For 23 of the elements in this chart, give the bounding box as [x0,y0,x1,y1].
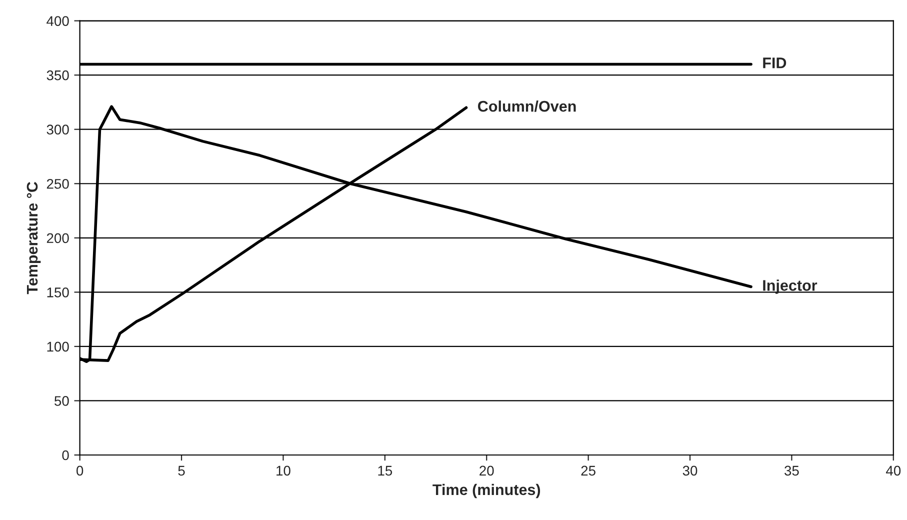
series-label: FID [763,58,786,68]
x-tick-label: 30 [682,466,698,476]
x-tick-label: 10 [276,466,290,476]
y-tick-label: 0 [62,450,69,460]
x-tick-label: 0 [76,466,84,476]
series-label: Injector [763,280,818,294]
y-tick-label: 150 [47,288,69,298]
y-tick-label: 100 [47,342,69,352]
y-tick-label: 300 [46,124,69,135]
series-label: Column/Oven [478,100,576,112]
x-tick-label: 25 [581,466,596,476]
x-tick-label: 35 [784,466,799,476]
x-tick-label: 40 [886,466,901,476]
y-tick-label: 250 [46,178,69,189]
x-tick-label: 5 [178,466,185,476]
y-tick-label: 400 [46,16,69,26]
y-tick-label: 350 [46,70,69,80]
x-tick-label: 15 [378,466,392,476]
x-axis-title: Time (minutes) [432,484,540,498]
y-axis-title: Temperature °C [26,182,41,294]
x-tick-label: 20 [480,466,494,476]
y-tick-label: 50 [54,396,69,406]
y-tick-label: 200 [46,233,69,244]
